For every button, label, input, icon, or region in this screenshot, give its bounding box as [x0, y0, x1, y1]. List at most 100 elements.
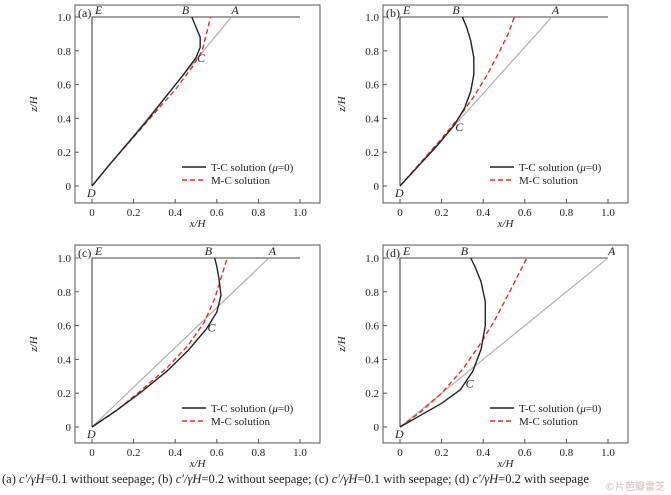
caption-a-tag: (a) [2, 472, 16, 486]
y-tick-label: 0.2 [365, 147, 379, 159]
caption-c-var: c′/γH [331, 472, 358, 486]
x-tick-label: 1.0 [293, 207, 307, 219]
caption-b-var: c′/γH [175, 472, 202, 486]
y-tick-label: 0 [66, 181, 72, 193]
y-tick-label: 0.4 [365, 354, 379, 366]
point-label-d: D [86, 186, 96, 200]
caption-d-tag: (d) [454, 472, 470, 486]
legend-tc-label: T-C solution (μ=0) [211, 162, 294, 174]
x-tick-label: 0.8 [560, 207, 574, 219]
point-label-c: C [197, 51, 206, 65]
point-label-b: B [182, 3, 190, 17]
point-label-b: B [452, 3, 460, 17]
slope-boundary-line [91, 257, 300, 427]
plot-frame [382, 4, 629, 204]
panel-label: (b) [386, 6, 400, 20]
y-axis-title: z/H [336, 95, 348, 112]
caption-a-text: =0.1 without seepage; [44, 472, 155, 486]
caption-a-var: c′/γH [19, 472, 45, 486]
x-tick-label: 0.8 [560, 447, 574, 459]
x-tick-label: 0.8 [252, 447, 266, 459]
x-tick-label: 0 [89, 207, 95, 219]
y-tick-label: 1.0 [365, 12, 379, 24]
x-tick-label: 0 [397, 447, 403, 459]
y-tick-label: 0.2 [57, 147, 71, 159]
caption-b-text: =0.2 without seepage; [201, 472, 312, 486]
slope-boundary-line [91, 16, 300, 186]
legend-mc-label: M-C solution [211, 175, 270, 187]
point-label-b: B [461, 244, 469, 258]
y-tick-label: 1.0 [57, 12, 71, 24]
x-axis-title: x/H [497, 458, 515, 470]
figure: 0 0.2 0.4 0.6 0.8 1.0 0 0.2 0.4 0.6 0.8 1.0 x/H z/H (a… [28, 3, 629, 470]
x-tick-label: 1.0 [601, 207, 615, 219]
legend-mc-label: M-C solution [519, 416, 578, 428]
point-label-c: C [208, 321, 217, 335]
plot-frame [74, 244, 321, 444]
mc-solution-line [399, 257, 528, 428]
x-tick-label: 0.4 [476, 447, 490, 459]
point-label-b: B [205, 244, 213, 258]
caption-c-text: =0.1 with seepage; [357, 472, 452, 486]
x-tick-label: 0.8 [252, 207, 266, 219]
legend-tc-label: T-C solution (μ=0) [519, 403, 602, 415]
point-label-e: E [94, 244, 103, 258]
x-axis-title: x/H [189, 218, 207, 230]
x-tick-label: 0 [89, 447, 95, 459]
x-tick-label: 0.4 [168, 447, 182, 459]
point-label-e: E [94, 3, 103, 17]
legend-tc-label: T-C solution (μ=0) [519, 162, 602, 174]
y-axis-title: z/H [28, 335, 40, 352]
x-tick-label: 0.2 [127, 207, 141, 219]
y-tick-label: 0.4 [365, 113, 379, 125]
mc-solution-line [399, 16, 516, 187]
point-label-a: A [607, 244, 616, 258]
caption-d-var: c′/γH [472, 472, 499, 486]
point-label-c: C [455, 120, 464, 134]
point-label-a: A [268, 244, 277, 258]
x-tick-label: 0.2 [435, 447, 449, 459]
x-tick-label: 0.6 [518, 447, 532, 459]
watermark: ©片芭瓣雷芝 [605, 482, 665, 493]
y-tick-label: 0.6 [57, 321, 71, 333]
y-tick-label: 0.8 [365, 287, 379, 299]
point-label-a: A [551, 3, 560, 17]
y-tick-label: 0 [66, 422, 72, 434]
y-tick-label: 0.2 [365, 388, 379, 400]
mc-solution-line [91, 16, 212, 187]
y-axis-title: z/H [336, 335, 348, 352]
y-tick-label: 0.8 [57, 46, 71, 58]
x-tick-label: 1.0 [601, 447, 615, 459]
tc-solution-line [399, 16, 475, 187]
y-tick-label: 0.8 [57, 287, 71, 299]
point-label-e: E [402, 244, 411, 258]
x-axis-title: x/H [497, 218, 515, 230]
point-label-c: C [466, 376, 475, 390]
figure-caption: (a) c′/γH=0.1 without seepage; (b) c′/γH… [2, 472, 671, 487]
y-tick-label: 0.2 [57, 388, 71, 400]
y-tick-label: 0.6 [365, 321, 379, 333]
panel-label: (a) [78, 6, 91, 20]
y-tick-label: 0.6 [365, 80, 379, 92]
x-tick-label: 0.4 [168, 207, 182, 219]
plot-frame [382, 244, 629, 444]
tc-solution-line [91, 257, 222, 428]
y-tick-label: 1.0 [365, 253, 379, 265]
y-tick-label: 1.0 [57, 253, 71, 265]
legend-tc-label: T-C solution (μ=0) [211, 403, 294, 415]
caption-d-text: =0.2 with seepage [498, 472, 589, 486]
reference-line [91, 257, 270, 428]
y-tick-label: 0 [374, 422, 380, 434]
y-tick-label: 0.8 [365, 46, 379, 58]
point-label-d: D [86, 427, 96, 441]
tc-solution-line [91, 16, 201, 187]
slope-boundary-line [399, 16, 608, 186]
point-label-d: D [394, 427, 404, 441]
y-tick-label: 0.4 [57, 354, 71, 366]
y-axis-title: z/H [28, 95, 40, 112]
caption-b-tag: (b) [158, 472, 173, 486]
plot-frame [74, 4, 321, 204]
legend-mc-label: M-C solution [211, 416, 270, 428]
caption-c-tag: (c) [314, 472, 329, 486]
slope-boundary-line [399, 257, 608, 427]
